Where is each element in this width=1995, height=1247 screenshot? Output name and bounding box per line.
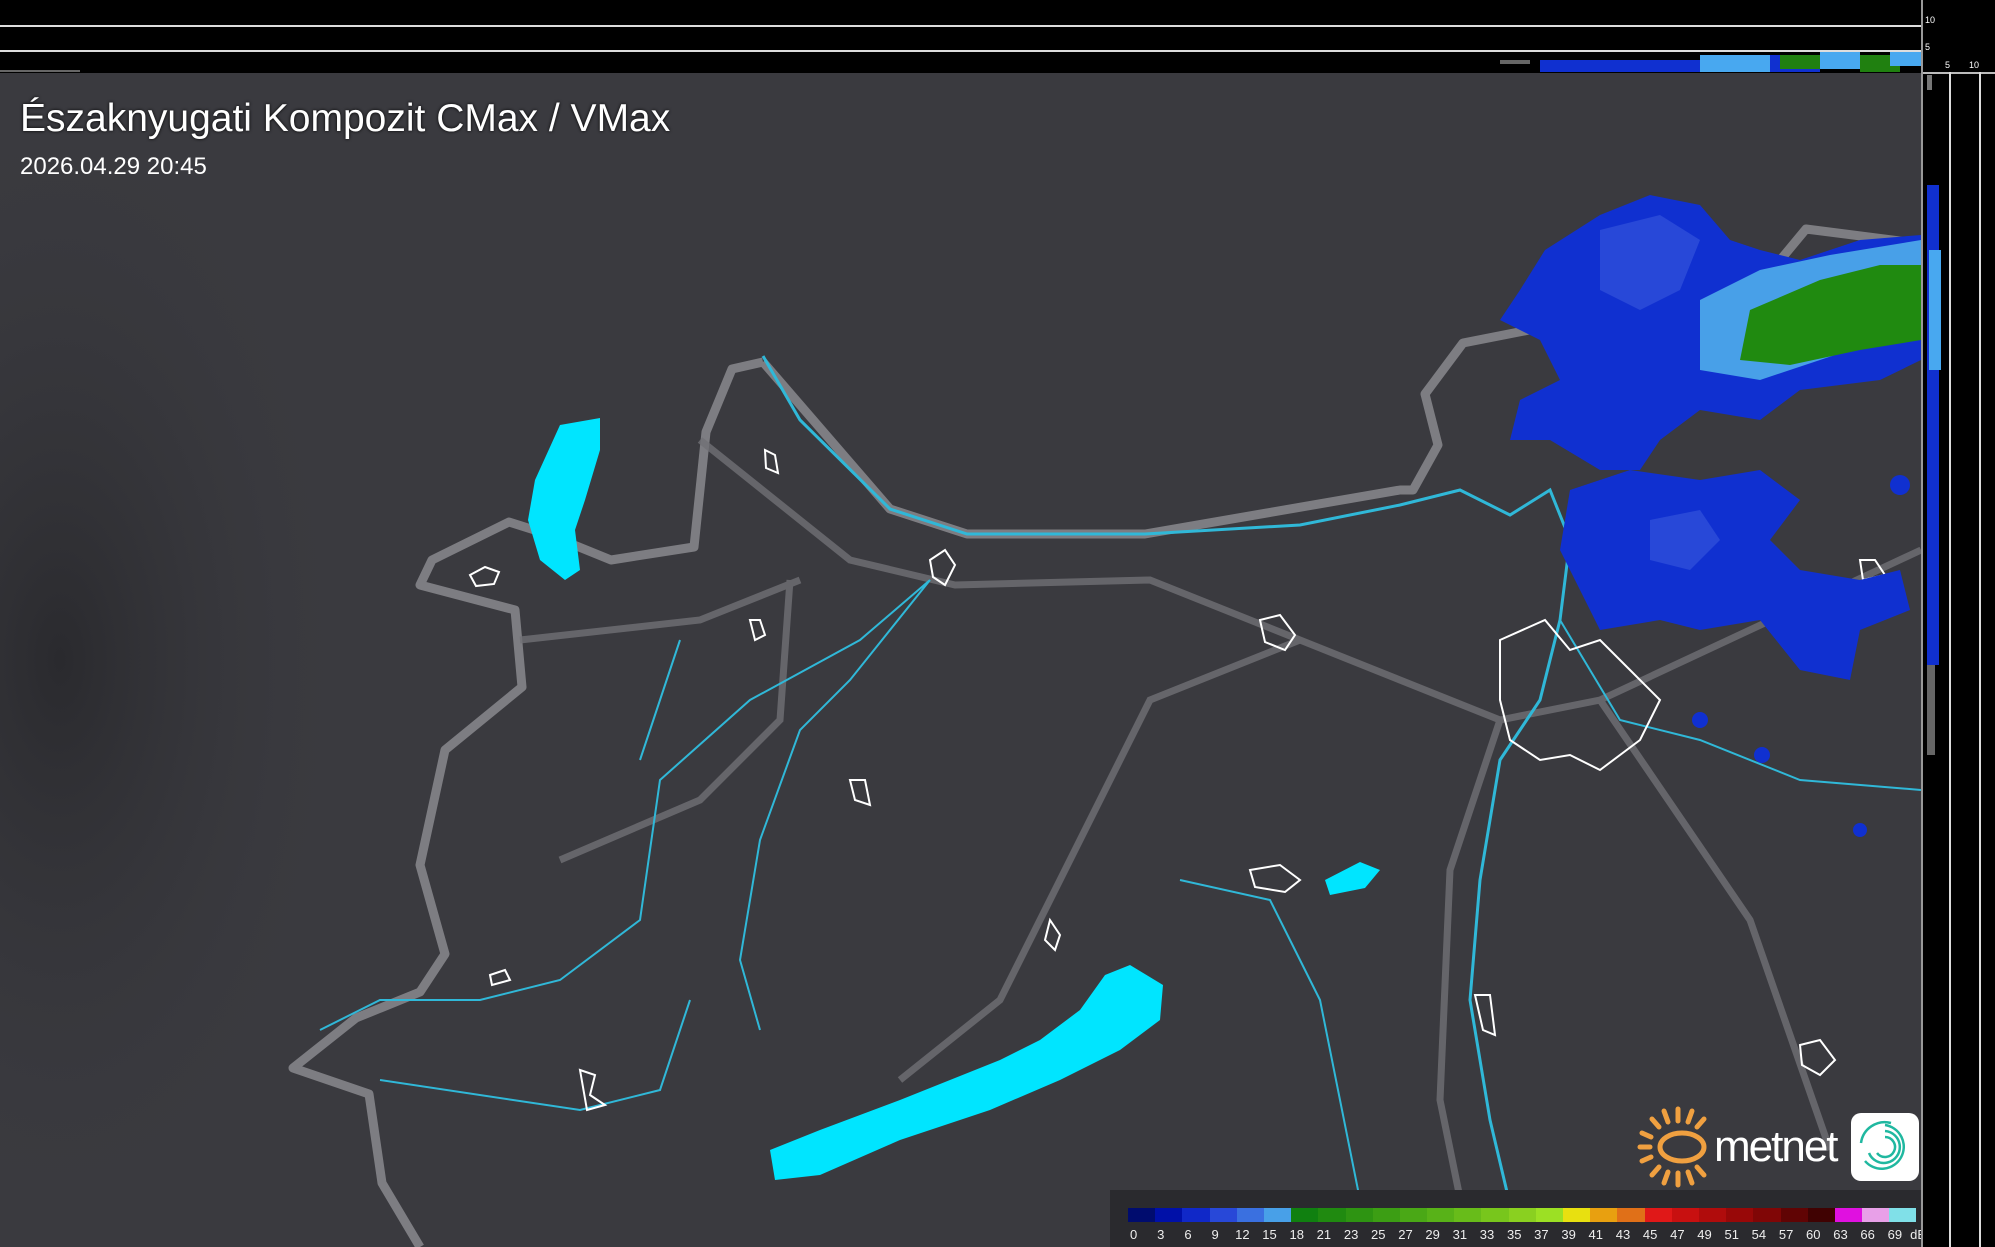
gridline-5 [0, 50, 1921, 52]
legend-value: 15 [1262, 1227, 1277, 1242]
legend-swatch [1644, 1208, 1672, 1222]
legend-value: 29 [1425, 1227, 1440, 1242]
side-echoes [1927, 75, 1941, 755]
legend-swatch [1399, 1208, 1428, 1222]
gridline-10 [0, 25, 1921, 27]
map-layer [0, 73, 1921, 1247]
gridline [1949, 72, 1951, 1247]
legend-swatch [1889, 1208, 1917, 1222]
legend-swatch [1209, 1208, 1237, 1222]
dbz-legend: 0 3 6 9 12 15 18 21 23 25 27 29 31 33 35 37 39 41 43 45 47 49… [1110, 1190, 1921, 1247]
legend-swatch [1590, 1208, 1618, 1222]
legend-labels: 0 3 6 9 12 15 18 21 23 25 27 29 31 33 35 37 39 41 43 45 47 49… [1120, 1227, 1921, 1242]
legend-swatch [1807, 1208, 1835, 1222]
legend-swatch [1617, 1208, 1645, 1222]
profile-echoes [1500, 52, 1921, 72]
brand-name: metnet [1714, 1122, 1839, 1171]
legend-swatch [1128, 1208, 1156, 1222]
legend-value: 3 [1157, 1227, 1165, 1242]
legend-swatch [1753, 1208, 1781, 1222]
legend-value: 63 [1833, 1227, 1848, 1242]
legend-swatch [1427, 1208, 1455, 1222]
danube-river [761, 355, 1572, 1247]
legend-value: 45 [1642, 1227, 1658, 1242]
legend-swatch [1834, 1208, 1863, 1222]
radar-echoes [1500, 195, 1921, 837]
legend-swatch [1263, 1208, 1292, 1222]
sun-icon [1637, 1106, 1707, 1188]
legend-value: 23 [1343, 1227, 1359, 1242]
legend-value: 39 [1561, 1227, 1576, 1242]
legend-swatch [1726, 1208, 1754, 1222]
vertical-profile-side: 10 5 5 10 [1921, 0, 1995, 1247]
legend-value: 69 [1887, 1227, 1903, 1242]
legend-value: 12 [1235, 1227, 1250, 1242]
lake-neusiedl [528, 418, 600, 580]
legend-swatch [1780, 1208, 1808, 1222]
metnet-logo: metnet [1636, 1105, 1919, 1189]
legend-swatch [1454, 1208, 1482, 1222]
legend-swatch [1155, 1208, 1183, 1222]
legend-value: 43 [1615, 1227, 1631, 1242]
legend-value: 21 [1316, 1227, 1332, 1242]
legend-swatch [1671, 1208, 1699, 1222]
map-title: Északnyugati Kompozit CMax / VMax [20, 97, 671, 140]
legend-unit: dBZ [1910, 1227, 1921, 1242]
legend-swatch [1508, 1208, 1536, 1222]
legend-value: 49 [1697, 1227, 1712, 1242]
legend-value: 47 [1670, 1227, 1685, 1242]
legend-value: 27 [1398, 1227, 1413, 1242]
town-outlines [468, 330, 1887, 1112]
legend-value: 18 [1289, 1227, 1304, 1242]
radar-map[interactable]: Északnyugati Kompozit CMax / VMax 2026.0… [0, 73, 1921, 1247]
legend-color-bar [1128, 1208, 1917, 1222]
legend-value: 35 [1506, 1227, 1522, 1242]
legend-value: 37 [1534, 1227, 1549, 1242]
legend-value: 41 [1588, 1227, 1604, 1242]
legend-value: 9 [1211, 1227, 1219, 1242]
legend-swatch [1236, 1208, 1264, 1222]
legend-swatch [1698, 1208, 1727, 1222]
vertical-profile-top [0, 0, 1921, 73]
road [519, 437, 1921, 1247]
legend-swatch [1481, 1208, 1509, 1222]
legend-value: 6 [1184, 1227, 1192, 1242]
side-baseline [1923, 72, 1995, 74]
radar-app-icon [1850, 1113, 1919, 1181]
legend-value: 57 [1778, 1227, 1794, 1242]
axis-label: 10 [1925, 15, 1936, 25]
legend-swatch [1372, 1208, 1400, 1222]
legend-value: 54 [1751, 1227, 1767, 1242]
budapest-outline [1499, 618, 1662, 772]
river [319, 579, 1921, 1201]
axis-label: 5 [1925, 42, 1931, 52]
lake-velence [1325, 862, 1380, 895]
map-timestamp: 2026.04.29 20:45 [20, 153, 207, 180]
legend-swatch [1563, 1208, 1591, 1222]
legend-value: 66 [1860, 1227, 1875, 1242]
legend-value: 25 [1371, 1227, 1386, 1242]
legend-value: 31 [1452, 1227, 1468, 1242]
axis-label: 10 [1969, 60, 1980, 70]
axis-label: 5 [1945, 60, 1951, 70]
legend-swatch [1345, 1208, 1373, 1222]
legend-swatch [1291, 1208, 1319, 1222]
legend-value: 33 [1479, 1227, 1495, 1242]
legend-swatch [1535, 1208, 1563, 1222]
legend-swatch [1182, 1208, 1210, 1222]
lake-balaton [770, 965, 1163, 1180]
gridline [1979, 72, 1981, 1247]
profile-baseline [0, 70, 80, 72]
legend-value: 0 [1129, 1227, 1138, 1242]
legend-value: 60 [1806, 1227, 1821, 1242]
legend-value: 51 [1724, 1227, 1739, 1242]
legend-swatch [1862, 1208, 1890, 1222]
legend-swatch [1318, 1208, 1346, 1222]
